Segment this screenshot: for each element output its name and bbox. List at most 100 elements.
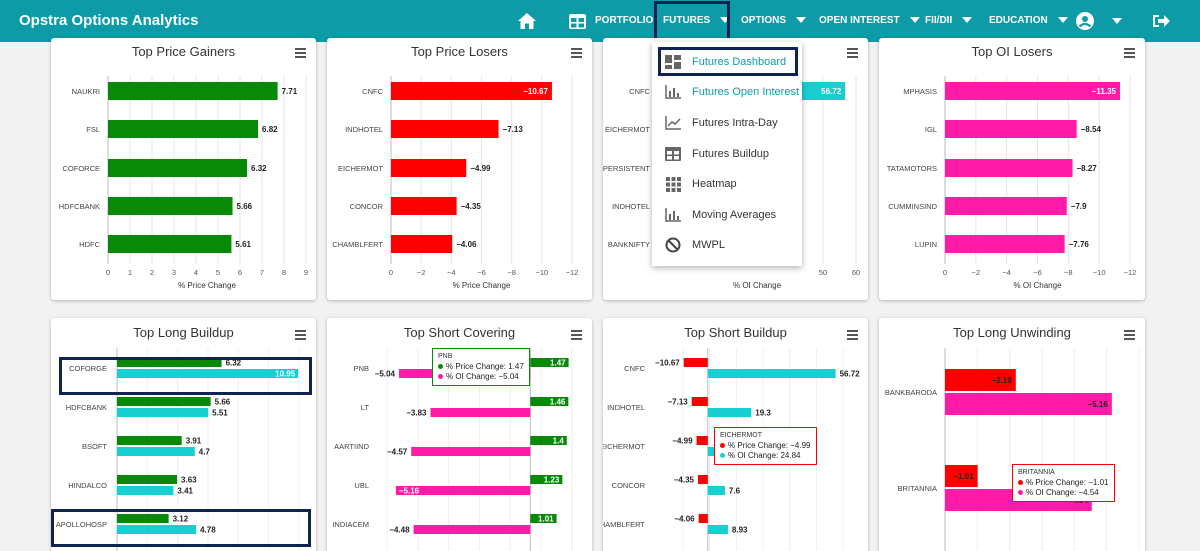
chart-title: Top OI Losers: [971, 44, 1053, 59]
menu-item-futures-buildup[interactable]: Futures Buildup: [652, 139, 802, 169]
axis-tick-label: −10: [1093, 268, 1106, 277]
menu-item-futures-dashboard[interactable]: Futures Dashboard: [652, 47, 802, 77]
axis-tick-label: 2: [150, 268, 154, 277]
data-label: 1.23: [544, 476, 560, 485]
nav-education-label: EDUCATION: [989, 15, 1048, 26]
app-title[interactable]: Opstra Options Analytics: [19, 12, 199, 29]
axis-tick-label: 0: [943, 268, 947, 277]
category-label: EICHERMOT: [338, 164, 383, 173]
category-label: CNFC: [362, 87, 383, 96]
data-label: −4.06: [674, 515, 695, 524]
axis-tick-label: 50: [819, 268, 827, 277]
data-label: −5.16: [1088, 400, 1109, 409]
category-label: TATAMOTORS: [887, 164, 937, 173]
data-label: −4.99: [470, 164, 491, 173]
menu-item-mwpl[interactable]: MWPL: [652, 230, 802, 260]
data-label: −4.35: [461, 202, 482, 211]
dashboard-icon: [664, 55, 682, 69]
axis-tick-label: 8: [282, 268, 286, 277]
chart-title: Top Long Unwinding: [953, 325, 1071, 340]
category-label: CNFC: [624, 364, 645, 373]
data-label: 3.91: [186, 437, 202, 446]
chevron-down-icon: [1112, 18, 1122, 24]
nav-futures-label: FUTURES: [663, 15, 711, 26]
chart-card-oi-losers: Top OI Losers 0 −2 −4 −6 −8 −10 −12 % OI Change…: [879, 38, 1145, 300]
menu-item-moving-averages[interactable]: Moving Averages: [652, 200, 802, 230]
nav-options[interactable]: OPTIONS: [741, 0, 807, 42]
menu-item-futures-open-interest[interactable]: Futures Open Interest: [652, 77, 802, 107]
hamburger-menu-icon[interactable]: [295, 330, 306, 342]
data-label: 1.47: [550, 359, 566, 368]
category-label: CNFC: [629, 87, 650, 96]
hamburger-menu-icon[interactable]: [847, 330, 858, 342]
nav-open-interest-label: OPEN INTEREST: [819, 15, 900, 26]
tooltip-head: EICHERMOT: [720, 432, 762, 439]
category-label: INDHOTEL: [612, 202, 650, 211]
tooltip-head: PNB: [438, 353, 453, 360]
data-label: 8.93: [732, 526, 748, 535]
data-label: −3.83: [406, 409, 427, 418]
bar: [945, 235, 1065, 253]
axis-tick-label: −10: [535, 268, 548, 277]
futures-nav-highlight: [654, 1, 730, 41]
category-label: PNB: [354, 364, 369, 373]
account-menu[interactable]: [1076, 0, 1122, 42]
data-label: −4.06: [456, 240, 477, 249]
data-label: 1.4: [553, 437, 565, 446]
hamburger-menu-icon[interactable]: [847, 48, 858, 60]
category-label: INDIACEM: [332, 520, 369, 529]
menu-item-label: Moving Averages: [692, 209, 777, 221]
hamburger-menu-icon[interactable]: [295, 48, 306, 60]
legend-dot-icon: [438, 364, 443, 370]
nav-portfolio[interactable]: PORTFOLIO: [595, 15, 654, 26]
axis-tick-label: 7: [260, 268, 264, 277]
nav-open-interest[interactable]: OPEN INTEREST: [819, 0, 920, 42]
logout-icon[interactable]: [1152, 0, 1170, 42]
menu-item-label: Futures Buildup: [692, 148, 770, 160]
data-label: 19.3: [755, 409, 771, 418]
menu-item-futures-intraday[interactable]: Futures Intra-Day: [652, 108, 802, 138]
nav-futures[interactable]: FUTURES: [663, 0, 731, 42]
data-label: −8.27: [1076, 164, 1097, 173]
bar: [707, 486, 725, 495]
data-label: −10.67: [655, 359, 680, 368]
category-label: NAUKRI: [72, 87, 100, 96]
home-icon[interactable]: [517, 0, 537, 42]
category-label: HINDALCO: [68, 481, 107, 490]
data-label: 5.51: [212, 409, 228, 418]
menu-item-heatmap[interactable]: Heatmap: [652, 169, 802, 199]
axis-tick-label: −4: [1002, 268, 1011, 277]
data-label: −7.13: [667, 398, 688, 407]
tooltip-line: % OI Change: −4.54: [1018, 488, 1109, 498]
nav-fii-dii[interactable]: FII/DII: [925, 0, 973, 42]
category-label: UBL: [354, 481, 369, 490]
category-label: HDFCBANK: [66, 403, 107, 412]
bar: [945, 465, 978, 487]
hamburger-menu-icon[interactable]: [571, 48, 582, 60]
portfolio-table-icon[interactable]: [569, 0, 586, 42]
data-label: −5.04: [375, 370, 396, 379]
bar: [945, 197, 1067, 215]
nav-options-label: OPTIONS: [741, 15, 787, 26]
trend-icon: [664, 116, 682, 130]
axis-tick-label: −4: [447, 268, 456, 277]
hamburger-menu-icon[interactable]: [571, 330, 582, 342]
hamburger-menu-icon[interactable]: [1124, 330, 1135, 342]
bar-chart-icon: [664, 85, 682, 99]
row-highlight-apollohosp: [51, 509, 311, 547]
axis-tick-label: 3: [172, 268, 176, 277]
bar: [691, 397, 708, 406]
tooltip-price-change: % Price Change: −1.01: [1026, 478, 1109, 487]
menu-item-label: Heatmap: [692, 178, 737, 190]
bar: [945, 369, 1016, 391]
tooltip-pnb: PNB % Price Change: 1.47 % OI Change: −5…: [432, 348, 530, 386]
bar: [945, 120, 1077, 138]
chart-title: Top Long Buildup: [133, 325, 234, 340]
top-navbar: Opstra Options Analytics PORTFOLIO FUTUR…: [0, 0, 1200, 42]
bar: [696, 436, 708, 445]
category-label: HDFCBANK: [59, 202, 100, 211]
chart-card-long-buildup: Top Long Buildup COFORGE 6.32 10.95 HDFCBAN…: [51, 318, 316, 551]
nav-education[interactable]: EDUCATION: [989, 0, 1068, 42]
data-label: −4.48: [389, 526, 410, 535]
hamburger-menu-icon[interactable]: [1124, 48, 1135, 60]
